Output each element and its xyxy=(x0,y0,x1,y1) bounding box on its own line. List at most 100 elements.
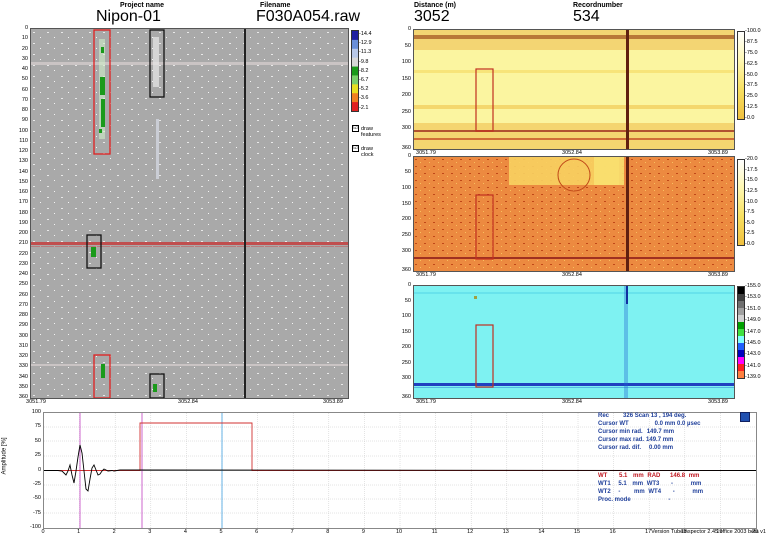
proc-row: Proc. mode - xyxy=(598,496,703,504)
panel_1-y-tick: 100 xyxy=(401,59,411,66)
ascan-x-tick: 19 xyxy=(716,529,723,535)
info-panel-wall: WT 5.1 mm RAD 146.8 mm WT1 5.1 mm WT3 - … xyxy=(598,472,703,504)
project-name-label: Project name xyxy=(120,2,164,9)
panel_3-colorbar-label: -151.0 xyxy=(745,305,761,312)
panel_1-colorbar-label: -62.5 xyxy=(745,60,758,67)
panel_1-y-tick: 250 xyxy=(401,108,411,115)
panel_3-colorbar-label: -143.0 xyxy=(745,351,761,358)
wall-loss-colorbar xyxy=(737,286,745,379)
main-colorbar-swatch xyxy=(352,39,358,50)
panel_1-y-tick: 300 xyxy=(401,125,411,132)
wall-loss-colorbar-swatch xyxy=(738,336,744,344)
ascan-x-tick: 7 xyxy=(290,529,294,535)
cursor-wt-value: 0.0 mm 0.0 µsec xyxy=(654,421,701,427)
wall-loss-colorbar-swatch xyxy=(738,294,744,302)
main-y-tick: 240 xyxy=(18,271,28,277)
main-x-tick: 3053.89 xyxy=(323,399,343,405)
draw-clock-check-icon[interactable]: ☑ xyxy=(352,145,359,152)
ascan-y-tick: 75 xyxy=(34,423,41,430)
ascan-y-tick: 25 xyxy=(34,452,41,459)
info-panel-cursor: Rec 326 Scan 13 , 194 deg. Cursor WT 0.0 m… xyxy=(598,412,701,452)
wall-loss-colorbar-swatch xyxy=(738,350,744,358)
main-y-tick: 40 xyxy=(21,66,28,72)
wall-loss-colorbar-gradient xyxy=(738,287,744,378)
panel_1-colorbar-label: -12.5 xyxy=(745,104,758,111)
ascan-x-tick: 11 xyxy=(431,529,438,535)
wall-thickness-view[interactable] xyxy=(413,29,735,150)
ascan-y-tick: 100 xyxy=(31,409,41,415)
rad-value: 146.8 xyxy=(670,473,686,479)
main-y-tick: 310 xyxy=(18,342,28,349)
rec-value: 326 Scan 13 , 194 deg. xyxy=(623,413,687,419)
wt4-label: WT4 xyxy=(648,489,662,495)
main-y-tick: 360 xyxy=(18,394,28,400)
ascan-ylabel: Amplitude [%] xyxy=(1,437,8,475)
panel_2-colorbar-label: -17.5 xyxy=(745,166,758,173)
wall-loss-colorbar-swatch xyxy=(738,357,744,365)
radius-colorbar xyxy=(737,159,745,246)
ascan-x-tick: 8 xyxy=(326,529,330,535)
panel_1-colorbar-label: -0.0 xyxy=(745,115,755,121)
distance-label: Distance (m) xyxy=(414,2,457,9)
panel_1-x-tick: 3051.79 xyxy=(416,150,436,156)
main-cscan-view[interactable] xyxy=(30,28,349,399)
distance-value: 3052 xyxy=(414,8,450,25)
main-y-tick: 300 xyxy=(18,332,28,339)
main-y-tick: 140 xyxy=(18,168,28,175)
main-y-tick: 330 xyxy=(18,363,28,370)
main-y-tick: 220 xyxy=(18,250,28,257)
draw-clock-checkbox[interactable]: ☑ draw clock xyxy=(352,145,374,158)
main-y-tick: 190 xyxy=(18,219,28,226)
ascan-x-tick: 3 xyxy=(148,529,152,535)
wall-loss-view[interactable] xyxy=(413,285,735,399)
panel_3-colorbar-label: -153.0 xyxy=(745,294,761,301)
proc-value: - xyxy=(668,497,671,503)
wt1-label: WT1 xyxy=(598,481,611,487)
main-y-tick: 20 xyxy=(21,45,28,52)
main-y-tick: 60 xyxy=(21,86,28,93)
main-y-tick: 150 xyxy=(18,178,28,185)
ascan-x-tick: 20 xyxy=(751,529,759,535)
draw-clock-label-2: clock xyxy=(361,152,374,158)
panel_2-y-tick: 50 xyxy=(404,168,411,175)
ascan-canvas xyxy=(44,413,756,528)
panel_2-colorbar-label: -7.5 xyxy=(745,209,755,216)
main-colorbar-label: -12.9 xyxy=(359,40,372,47)
main-y-tick: 250 xyxy=(18,281,28,288)
main-colorbar-swatch xyxy=(352,66,358,76)
panel_2-y-tick: 250 xyxy=(401,232,411,239)
rad-label: RAD xyxy=(647,473,661,479)
panel_3-x-tick: 3053.89 xyxy=(708,399,728,405)
panel_3-colorbar-label: -139.0 xyxy=(745,374,761,380)
ascan-x-tick: 2 xyxy=(112,529,116,535)
ascan-y-tick: -75 xyxy=(33,509,41,516)
main-colorbar-label: -11.3 xyxy=(359,49,372,56)
cursor-wt-row: Cursor WT 0.0 mm 0.0 µsec xyxy=(598,420,701,428)
panel_3-y-tick: 100 xyxy=(401,313,411,320)
panel_2-y-tick: 0 xyxy=(407,153,411,159)
panel_1-colorbar-label: -37.5 xyxy=(745,82,758,89)
main-y-tick: 110 xyxy=(19,137,28,144)
record-icon[interactable] xyxy=(740,412,750,422)
main-y-tick: 280 xyxy=(18,312,28,318)
draw-features-checkbox[interactable]: ☑ draw features xyxy=(352,125,381,138)
panel_3-colorbar-label: -145.0 xyxy=(745,339,761,346)
ascan-x-tick: 12 xyxy=(467,529,474,535)
ascan-x-tick: 0 xyxy=(41,529,45,535)
cursor-dif-value: 0.00 mm xyxy=(649,445,674,451)
panel_3-y-tick: 150 xyxy=(401,328,411,335)
cursor-dif-row: Cursor rad. dif. 0.00 mm xyxy=(598,444,701,452)
wall-loss-colorbar-swatch xyxy=(738,315,744,323)
filename-value: F030A054.raw xyxy=(256,8,361,25)
main-y-tick: 10 xyxy=(21,35,28,42)
main-colorbar-label: -3.6 xyxy=(359,95,369,102)
main-colorbar xyxy=(351,30,359,112)
panel_1-y-tick: 360 xyxy=(401,145,411,151)
radius-view[interactable] xyxy=(413,156,735,272)
ascan-plot[interactable] xyxy=(43,412,757,529)
ascan-y-tick: -25 xyxy=(33,480,41,487)
draw-features-check-icon[interactable]: ☑ xyxy=(352,125,359,132)
cursor-min-label: Cursor min rad. xyxy=(598,429,643,435)
main-colorbar-label: -5.2 xyxy=(359,86,369,93)
rec-row: Rec 326 Scan 13 , 194 deg. xyxy=(598,412,701,420)
